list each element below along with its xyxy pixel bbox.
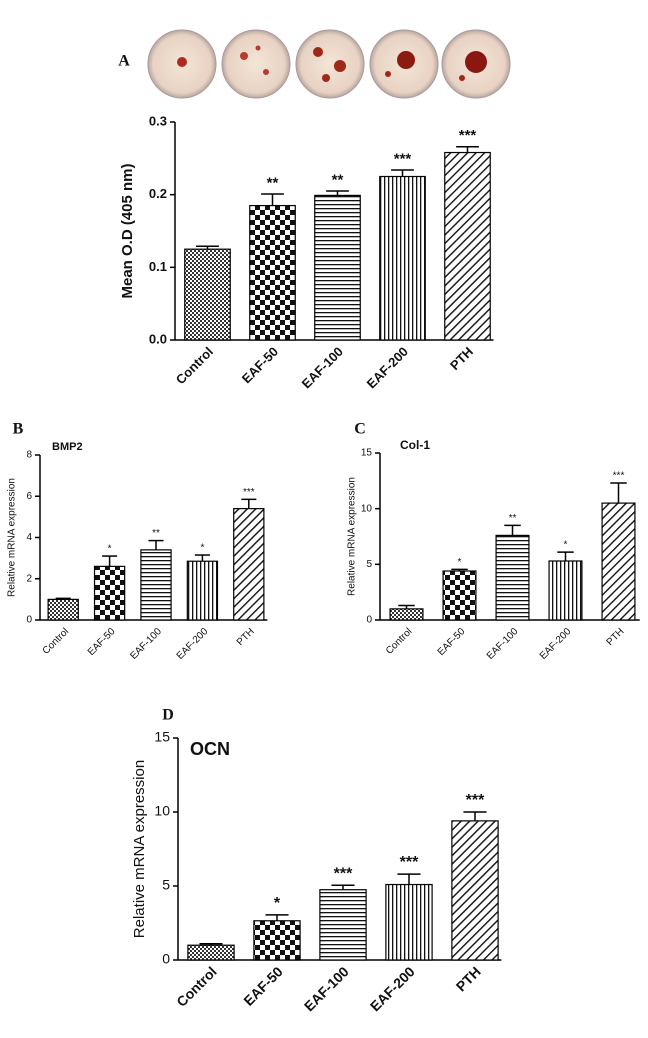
stain [240,52,248,60]
y-tick-label: 6 [26,491,32,502]
significance-label: * [274,895,281,912]
y-axis-label: Relative mRNA expression [347,477,358,596]
dish [295,29,365,99]
y-axis-label: Relative mRNA expression [7,478,18,597]
y-tick-label: 0.2 [149,186,167,201]
bar [233,508,265,621]
x-tick-label: PTH [453,963,484,994]
bar [379,175,426,341]
significance-label: * [200,543,204,554]
bar [93,565,126,621]
bar [249,204,296,341]
x-tick-label: EAF-100 [485,626,521,662]
x-tick-label: Control [384,626,415,657]
y-tick-label: 0 [26,615,32,626]
x-tick-label: Control [173,344,216,387]
x-tick-label: EAF-200 [364,344,411,391]
x-tick-label: EAF-100 [128,626,164,662]
x-tick-label: PTH [235,626,257,648]
significance-label: * [564,540,568,551]
x-tick-label: Control [173,963,220,1010]
x-tick-label: EAF-200 [538,626,574,662]
x-tick-label: EAF-50 [239,344,281,386]
x-tick-label: EAF-50 [86,626,118,658]
y-axis-label: Relative mRNA expression [131,760,148,938]
stain [313,47,323,57]
significance-label: *** [400,854,419,871]
bar [601,502,636,621]
y-tick-label: 0.0 [149,331,167,346]
chart-title: Col-1 [400,438,430,452]
panel-letter: B [13,421,24,438]
stain [322,74,330,82]
significance-label: *** [459,127,477,144]
bar [385,883,433,961]
panel-letter: D [162,707,174,724]
stain [465,51,487,73]
y-tick-label: 5 [162,877,170,893]
bar [47,598,79,621]
y-tick-label: 0.3 [149,113,167,128]
bar [451,820,499,961]
stain [334,60,346,72]
x-tick-label: EAF-100 [299,344,346,391]
significance-label: *** [243,487,255,498]
x-tick-label: EAF-100 [301,963,352,1014]
y-tick-label: 15 [361,448,373,459]
x-tick-label: EAF-50 [436,626,468,658]
panel-letter: A [118,53,130,70]
bar [389,608,424,621]
chart-title: BMP2 [52,441,83,453]
y-tick-label: 4 [26,532,32,543]
bar [186,560,219,621]
x-tick-label: EAF-200 [175,626,211,662]
chart-title: OCN [190,739,230,759]
bar [442,570,477,621]
x-tick-label: Control [41,626,72,657]
y-tick-label: 5 [366,559,372,570]
y-tick-label: 0 [162,951,170,967]
stain [385,71,391,77]
x-tick-label: PTH [447,344,476,373]
y-tick-label: 0 [366,615,372,626]
x-tick-label: PTH [605,626,627,648]
significance-label: * [458,557,462,568]
significance-label: * [108,544,112,555]
bar [444,151,491,341]
stain [177,57,187,67]
significance-label: *** [394,150,412,167]
bar [314,194,361,341]
stain [397,51,415,69]
dish [221,29,291,99]
bar [140,549,172,621]
significance-label: ** [332,172,344,189]
y-tick-label: 10 [361,503,373,514]
significance-label: ** [509,513,517,524]
culture-dishes [147,29,511,99]
significance-label: ** [152,528,160,539]
x-tick-label: EAF-50 [240,963,286,1009]
y-tick-label: 15 [154,729,170,745]
bar [187,944,235,961]
bar [548,560,583,621]
y-tick-label: 0.1 [149,259,167,274]
bar [495,534,530,621]
y-axis-label: Mean O.D (405 nm) [119,163,136,298]
stain [459,75,465,81]
stain [255,45,261,51]
bar [253,920,301,961]
significance-label: *** [613,471,625,482]
bar [319,889,367,961]
panel-letter: C [354,421,366,438]
y-tick-label: 10 [154,803,170,819]
x-tick-label: EAF-200 [367,963,418,1014]
significance-label: *** [334,865,353,882]
significance-label: ** [267,174,279,191]
significance-label: *** [466,792,485,809]
stain [263,69,269,75]
bar [184,248,231,341]
y-tick-label: 8 [26,450,32,461]
y-tick-label: 2 [26,573,32,584]
